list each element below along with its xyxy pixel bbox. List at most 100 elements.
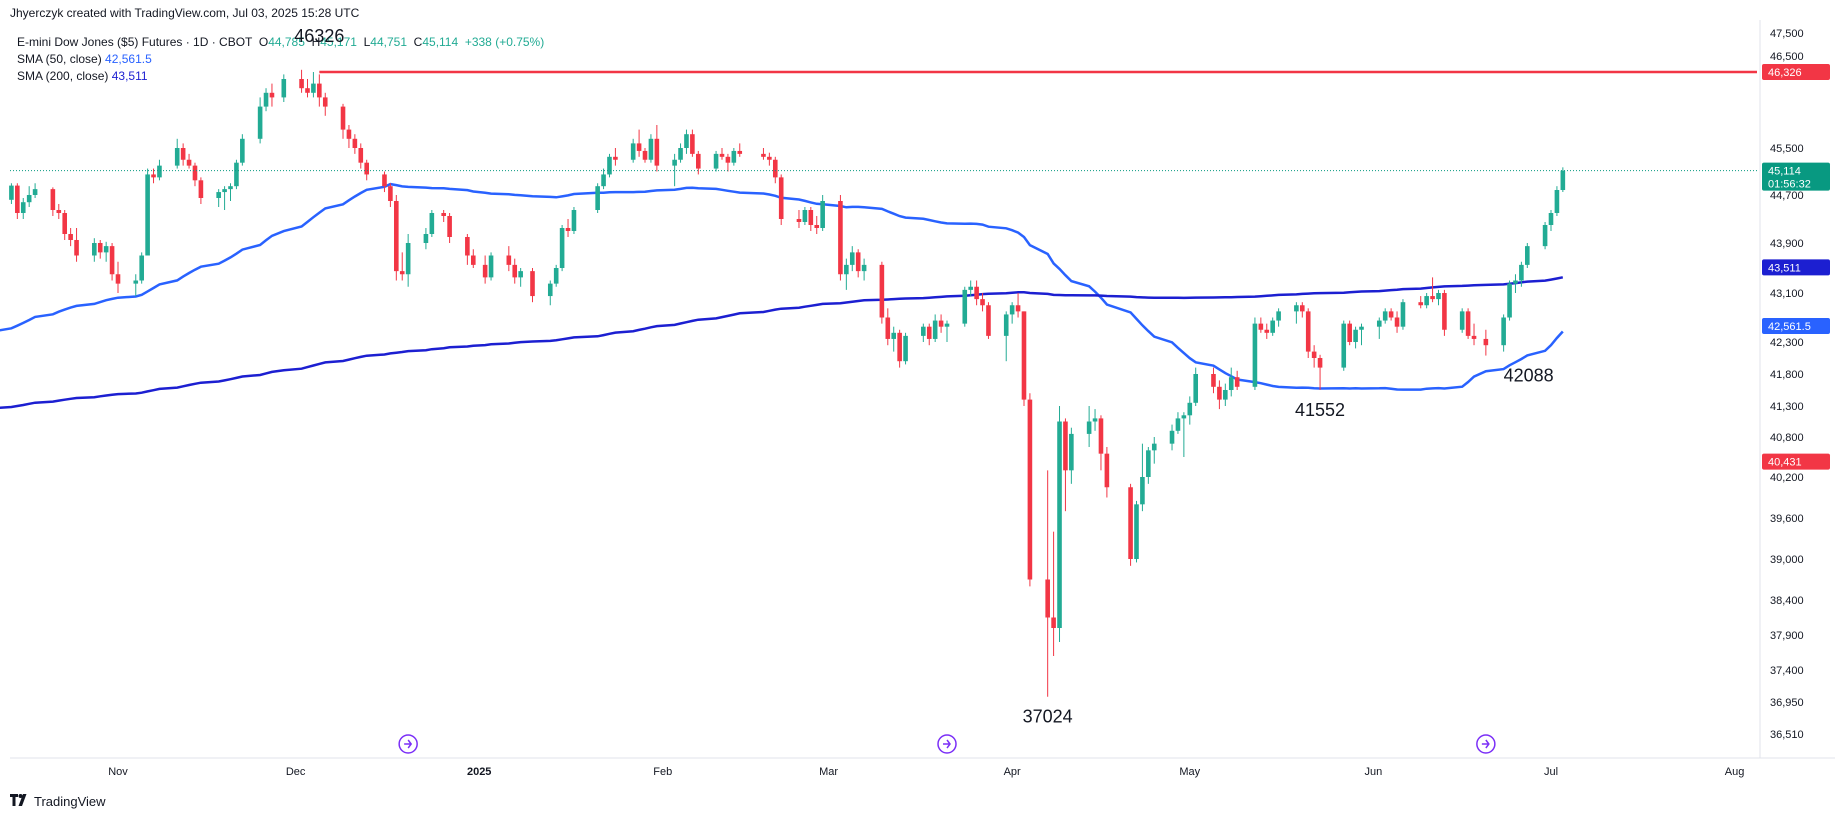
candle-body: [595, 186, 600, 210]
candle: [15, 183, 20, 219]
candle-body: [68, 234, 73, 240]
candle: [1554, 186, 1560, 216]
candle: [1069, 427, 1074, 484]
candle: [932, 314, 938, 342]
candle: [1098, 415, 1104, 471]
candles: [9, 69, 1566, 697]
candle: [518, 268, 523, 287]
candle: [1009, 302, 1015, 324]
candle: [103, 241, 109, 262]
sma50-value: 42,561.5: [105, 52, 152, 66]
candle: [506, 246, 512, 272]
candle-body: [133, 280, 139, 284]
candle: [399, 252, 405, 281]
price-annotation[interactable]: 42088: [1504, 366, 1554, 386]
candle: [601, 168, 606, 190]
candle: [571, 207, 577, 234]
price-annotation[interactable]: 41552: [1295, 400, 1345, 420]
candle-body: [761, 153, 766, 157]
candle: [1347, 320, 1352, 346]
time-axis[interactable]: Nov Dec 2025 Feb Mar Apr May Jun Jul Aug: [108, 766, 1744, 778]
candle: [725, 153, 731, 172]
price-axis-badge: 46,326: [1762, 64, 1830, 81]
candle-body: [1223, 390, 1228, 400]
candle: [174, 138, 180, 169]
candle-body: [441, 213, 446, 216]
candle-body: [1057, 421, 1062, 628]
ohlc-close: 45,114: [422, 35, 459, 49]
candle: [1442, 289, 1447, 336]
candle: [761, 148, 766, 160]
price-annotation[interactable]: 46326: [294, 26, 344, 46]
candle-body: [470, 255, 476, 265]
candle-body: [553, 268, 559, 284]
price-annotation[interactable]: 37024: [1023, 707, 1073, 727]
candle: [559, 225, 565, 272]
time-tick-label: Mar: [819, 766, 838, 778]
candle: [1276, 308, 1281, 327]
event-marker-icon[interactable]: [398, 734, 418, 754]
candle: [482, 255, 488, 284]
candle: [1092, 409, 1098, 431]
candle-body: [340, 106, 346, 130]
price-axis[interactable]: 47,500 46,500 45,500 44,700 43,900 43,100 42,3…: [1762, 28, 1830, 741]
time-tick-label: 2025: [467, 766, 491, 778]
candle: [1430, 277, 1435, 303]
candle: [820, 195, 825, 231]
tradingview-brand[interactable]: TradingView: [10, 794, 106, 809]
event-marker-icon[interactable]: [1476, 734, 1496, 754]
candle: [897, 329, 902, 368]
candle: [844, 258, 849, 290]
candle: [1359, 323, 1364, 346]
price-chart[interactable]: 46326 37024 41552 42088 47,50046,50045,5004…: [0, 0, 1835, 790]
candle: [986, 302, 991, 339]
candle-body: [115, 274, 121, 284]
candle: [1560, 167, 1566, 193]
candle: [1317, 354, 1323, 390]
candle-body: [1483, 338, 1489, 346]
candle: [648, 134, 654, 163]
candle: [299, 69, 304, 93]
candle: [32, 183, 38, 198]
candle-body: [1258, 323, 1264, 330]
candle: [180, 143, 186, 166]
candle-body: [772, 159, 778, 178]
candle-body: [1098, 418, 1104, 454]
candle-body: [299, 79, 304, 89]
sma200-row[interactable]: SMA (200, close) 43,511: [17, 68, 544, 85]
candle: [1294, 302, 1299, 324]
candle-body: [92, 243, 97, 256]
candle-body: [1341, 323, 1347, 368]
candle: [903, 332, 908, 365]
candle-body: [844, 264, 849, 275]
candle-body: [719, 153, 725, 157]
candle: [690, 129, 695, 157]
candle-body: [820, 201, 825, 228]
candle: [1507, 280, 1512, 321]
candle: [263, 88, 269, 112]
candle-body: [980, 299, 985, 306]
candle-body: [506, 255, 512, 265]
event-marker-icon[interactable]: [937, 734, 957, 754]
candle-body: [56, 210, 62, 213]
candle: [470, 249, 476, 268]
candle-body: [1140, 477, 1145, 505]
candle: [1270, 317, 1275, 336]
sma50-row[interactable]: SMA (50, close) 42,561.5: [17, 51, 544, 68]
candle: [145, 168, 150, 256]
candle: [938, 314, 944, 333]
candle-body: [1465, 311, 1471, 336]
candle: [1501, 314, 1506, 352]
candle-body: [1353, 329, 1358, 342]
candle-body: [1276, 311, 1281, 321]
candle: [547, 280, 553, 306]
candle-body: [814, 225, 820, 228]
candle-body: [74, 240, 79, 256]
candle: [92, 238, 97, 262]
candle: [1459, 308, 1465, 333]
candle-body: [305, 88, 310, 93]
candle-body: [672, 159, 677, 166]
candle-body: [1430, 296, 1435, 300]
candle: [1471, 323, 1477, 346]
candle-body: [1193, 374, 1199, 403]
